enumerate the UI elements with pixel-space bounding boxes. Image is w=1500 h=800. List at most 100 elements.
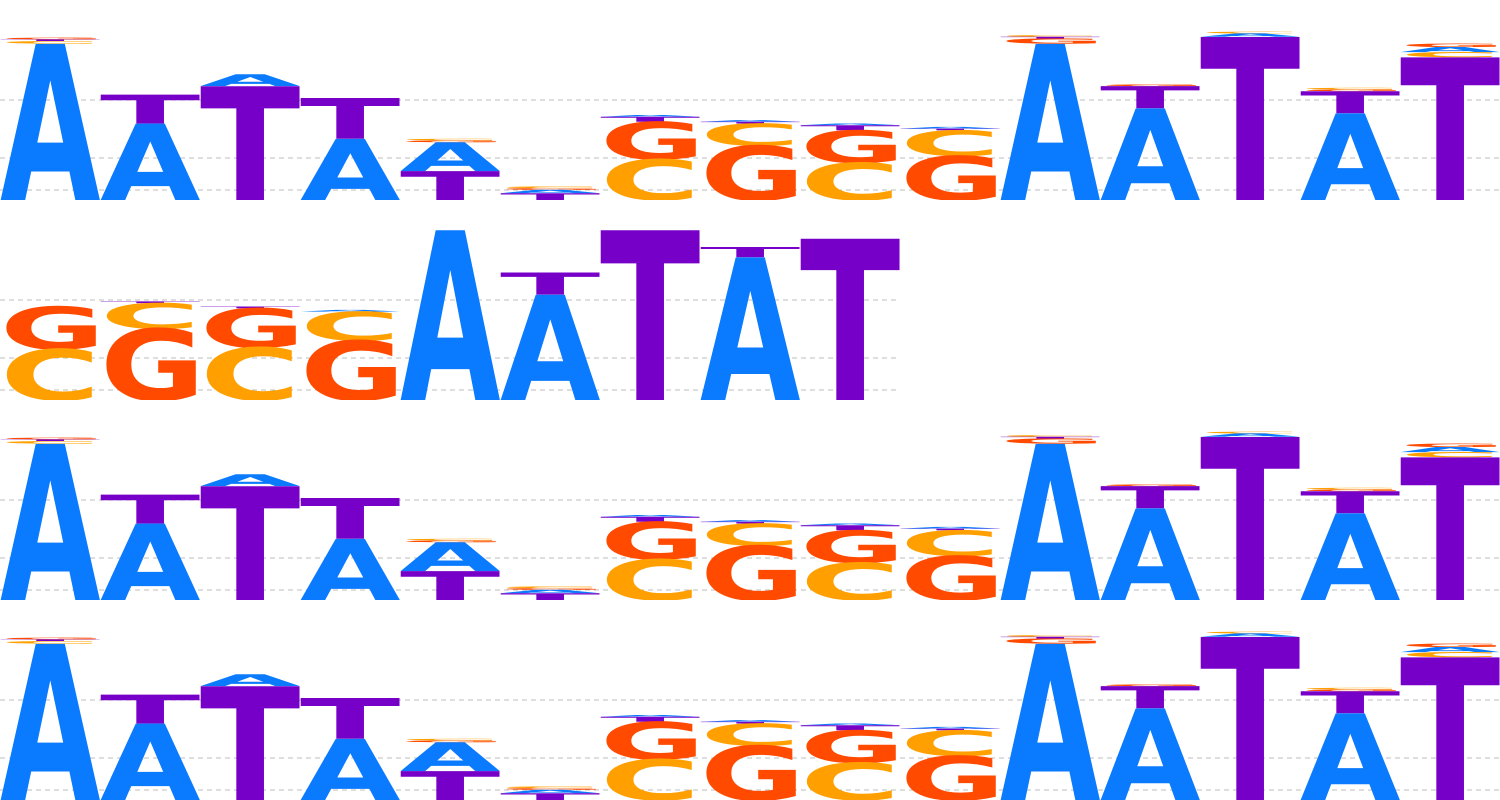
glyph-T: T <box>200 655 300 800</box>
logo-column: CAT <box>1200 600 1301 800</box>
logo-column: TA <box>500 267 601 400</box>
glyph-T: T <box>700 521 800 524</box>
glyph-A: A <box>1200 32 1300 37</box>
glyph-A: A <box>1200 632 1300 637</box>
glyph-G: G <box>0 296 105 363</box>
glyph-A: A <box>1400 446 1500 454</box>
glyph-G: G <box>400 540 505 543</box>
glyph-T: T <box>1000 636 1100 639</box>
glyph-A: A <box>600 715 701 718</box>
glyph-C: C <box>800 753 901 800</box>
glyph-G: G <box>600 112 705 172</box>
logo-column: CAT <box>1200 400 1301 600</box>
logo-column: TA <box>300 488 401 600</box>
glyph-G: G <box>1300 89 1405 92</box>
glyph-C: C <box>400 138 501 141</box>
glyph-A: A <box>1300 690 1401 800</box>
glyph-G: G <box>400 140 505 143</box>
glyph-A: A <box>800 523 901 526</box>
logo-column: AT <box>200 55 301 200</box>
glyph-G: G <box>700 731 805 800</box>
glyph-A: A <box>100 702 200 800</box>
glyph-T: T <box>1200 600 1300 800</box>
glyph-T: T <box>1400 418 1500 600</box>
glyph-G: G <box>1400 643 1500 648</box>
glyph-A: A <box>300 723 401 800</box>
glyph-T: T <box>1300 685 1400 720</box>
glyph-A: A <box>700 720 801 723</box>
glyph-T: T <box>1400 18 1500 200</box>
glyph-C: C <box>1200 431 1301 434</box>
glyph-C: C <box>0 440 101 444</box>
glyph-G: G <box>800 122 905 174</box>
glyph-T: T <box>600 200 700 400</box>
glyph-A: A <box>700 220 801 400</box>
glyph-C: C <box>1200 31 1301 34</box>
glyph-A: A <box>800 123 901 126</box>
glyph-T: T <box>300 488 400 553</box>
glyph-T: T <box>900 528 1000 531</box>
glyph-G: G <box>900 544 1005 600</box>
glyph-G: G <box>1300 489 1405 492</box>
glyph-T: T <box>500 191 600 200</box>
glyph-C: C <box>300 304 401 350</box>
glyph-T: T <box>700 244 800 260</box>
glyph-T: T <box>400 764 500 800</box>
glyph-T: T <box>1200 0 1300 200</box>
glyph-A: A <box>700 520 801 523</box>
logo-column: TCG <box>100 296 205 400</box>
glyph-A: A <box>900 726 1001 729</box>
logo-column: A <box>400 200 501 400</box>
glyph-C: C <box>900 523 1001 564</box>
glyph-C: C <box>1400 451 1500 459</box>
glyph-C: C <box>600 548 701 600</box>
glyph-T: T <box>400 564 500 600</box>
glyph-T: T <box>1400 618 1500 800</box>
glyph-T: T <box>800 200 900 400</box>
glyph-G: G <box>900 144 1005 200</box>
logo-column: T <box>800 200 900 400</box>
glyph-A: A <box>500 268 601 400</box>
glyph-T: T <box>0 639 100 642</box>
glyph-T: T <box>500 267 600 302</box>
logo-column: CAT <box>1200 0 1301 200</box>
glyph-C: C <box>500 786 601 789</box>
glyph-T: T <box>800 524 900 532</box>
glyph-G: G <box>1300 689 1405 692</box>
glyph-G: G <box>800 522 905 574</box>
glyph-A: A <box>200 671 301 690</box>
logo-column: TA <box>700 220 801 400</box>
glyph-G: G <box>1000 37 1105 45</box>
glyph-T: T <box>800 724 900 732</box>
glyph-A: A <box>1000 2 1101 200</box>
glyph-A: A <box>800 723 901 726</box>
glyph-G: G <box>700 531 805 600</box>
logo-column: TA <box>100 687 200 800</box>
glyph-A: A <box>600 115 701 118</box>
glyph-T: T <box>1000 36 1100 39</box>
glyph-G: G <box>600 512 705 572</box>
glyph-G: G <box>1100 684 1205 687</box>
logo-column: TGC <box>200 298 305 400</box>
logo-column: AT <box>200 455 301 600</box>
logo-column: GC <box>0 296 105 400</box>
glyph-A: A <box>500 589 600 594</box>
glyph-T: T <box>700 121 800 124</box>
glyph-A: A <box>300 309 401 312</box>
glyph-C: C <box>0 335 101 400</box>
glyph-C: C <box>500 186 601 189</box>
